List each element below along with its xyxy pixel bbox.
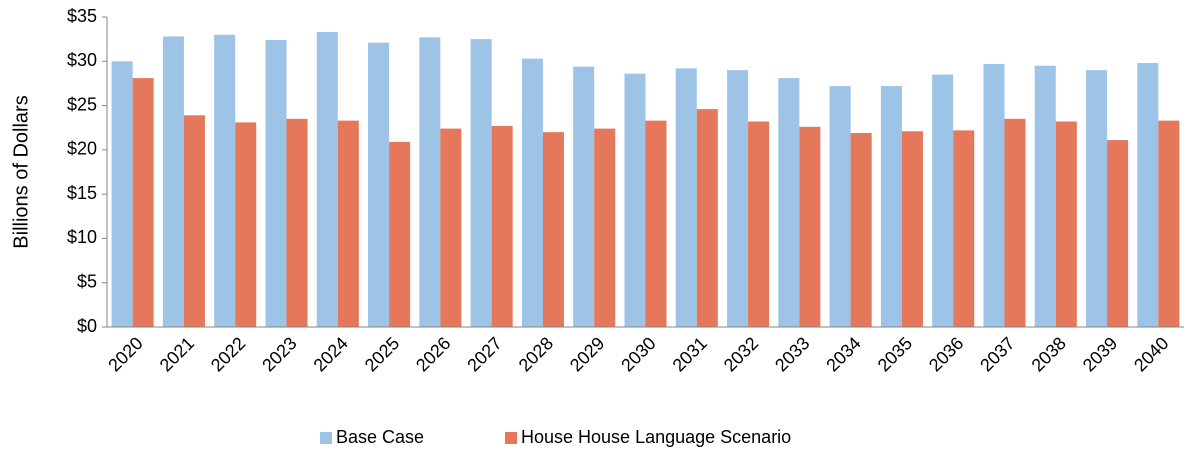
bar <box>132 78 154 327</box>
bar <box>286 118 308 327</box>
x-tick-label: 2038 <box>1028 333 1070 375</box>
bar <box>542 132 564 327</box>
y-tick-label: $30 <box>67 50 97 70</box>
y-tick-label: $0 <box>77 316 97 336</box>
y-tick-label: $20 <box>67 139 97 159</box>
x-tick-label: 2020 <box>104 333 146 375</box>
bar <box>235 122 257 328</box>
bar <box>1107 140 1129 327</box>
x-tick-label: 2027 <box>463 333 505 375</box>
bar <box>829 86 851 327</box>
y-tick-label: $35 <box>67 6 97 26</box>
x-tick-label: 2033 <box>771 333 813 375</box>
x-tick-label: 2031 <box>669 333 711 375</box>
bar <box>1034 65 1056 327</box>
bar <box>368 42 390 327</box>
bar <box>799 126 821 327</box>
bar <box>983 63 1005 327</box>
y-tick-label: $15 <box>67 183 97 203</box>
bar <box>337 120 359 327</box>
legend-label: House House Language Scenario <box>521 427 791 447</box>
bar <box>675 68 697 327</box>
y-tick-label: $5 <box>77 271 97 291</box>
bar <box>389 141 411 327</box>
bar <box>183 115 205 327</box>
bar <box>1086 70 1108 328</box>
bar <box>696 109 718 327</box>
y-tick-label: $10 <box>67 227 97 247</box>
bar <box>932 74 954 327</box>
x-tick-label: 2024 <box>310 333 352 375</box>
x-tick-label: 2025 <box>361 333 403 375</box>
bar <box>727 70 749 328</box>
legend-label: Base Case <box>336 427 424 447</box>
bar <box>491 125 513 327</box>
bar <box>901 131 923 327</box>
bar <box>111 61 133 328</box>
bar <box>440 128 462 327</box>
x-tick-label: 2021 <box>156 333 198 375</box>
bar <box>1055 121 1077 327</box>
bar <box>624 73 646 327</box>
bar <box>645 120 667 327</box>
bar <box>470 39 492 328</box>
bar <box>748 121 770 327</box>
x-tick-label: 2026 <box>412 333 454 375</box>
bar <box>778 78 800 327</box>
bar <box>214 34 236 327</box>
bar <box>419 37 441 327</box>
bar <box>850 133 872 327</box>
legend-swatch <box>505 432 517 444</box>
x-tick-label: 2040 <box>1130 333 1172 375</box>
bar <box>1004 118 1026 327</box>
x-tick-label: 2028 <box>515 333 557 375</box>
x-tick-label: 2032 <box>720 333 762 375</box>
x-tick-label: 2030 <box>617 333 659 375</box>
bar <box>1137 63 1159 328</box>
bar <box>1158 120 1180 327</box>
x-tick-label: 2034 <box>822 333 864 375</box>
y-axis-title: Billions of Dollars <box>10 95 32 248</box>
bar <box>265 40 287 328</box>
legend-swatch <box>320 432 332 444</box>
bar <box>573 66 595 327</box>
x-tick-label: 2037 <box>976 333 1018 375</box>
x-tick-label: 2029 <box>566 333 608 375</box>
bar <box>953 130 975 327</box>
bar <box>521 58 543 327</box>
bar <box>162 36 184 327</box>
bar <box>880 86 902 327</box>
bar <box>594 128 616 327</box>
x-tick-label: 2039 <box>1079 333 1121 375</box>
bar <box>316 32 338 328</box>
x-tick-label: 2023 <box>258 333 300 375</box>
x-tick-label: 2036 <box>925 333 967 375</box>
y-tick-label: $25 <box>67 94 97 114</box>
x-tick-label: 2022 <box>207 333 249 375</box>
x-tick-label: 2035 <box>874 333 916 375</box>
